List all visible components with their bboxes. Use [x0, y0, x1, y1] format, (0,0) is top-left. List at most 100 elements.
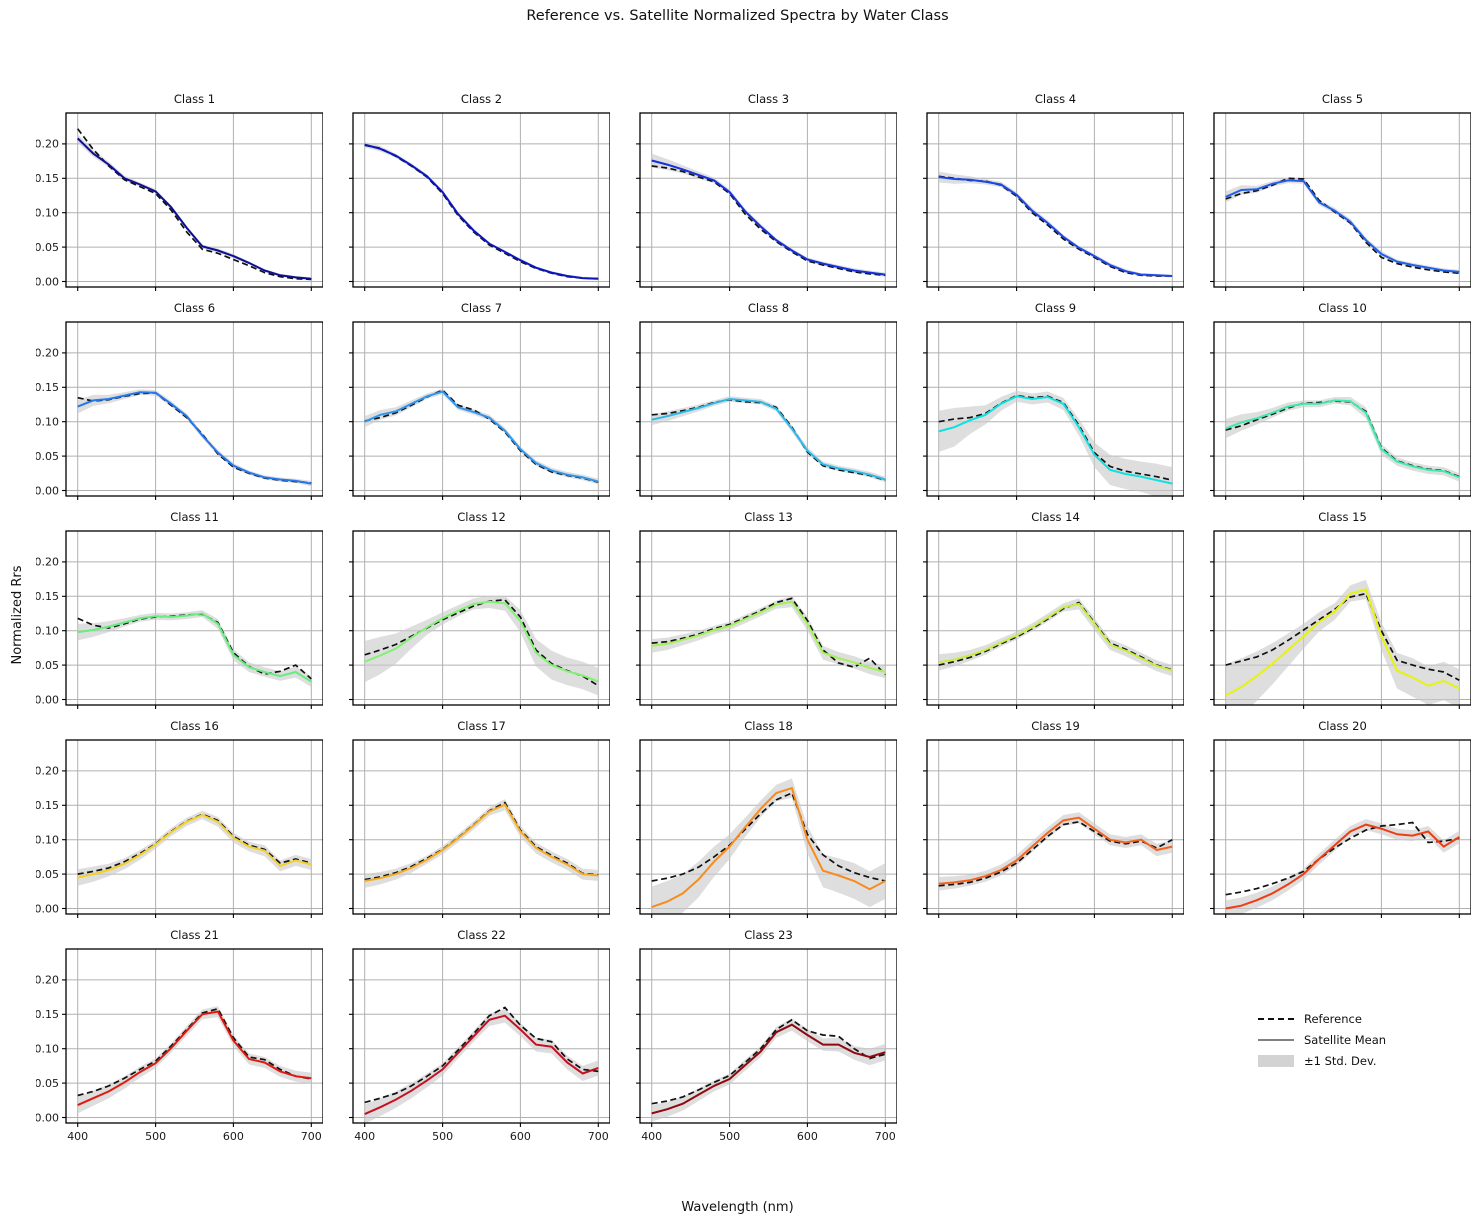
subplot-title: Class 4	[1035, 92, 1076, 106]
class-19-plot: Class 19	[923, 719, 1184, 918]
subplot-class-23: Class 23 400 500 600 700	[610, 920, 897, 1152]
x-tick-label: 400	[641, 1130, 662, 1143]
std-band	[651, 396, 886, 483]
satellite-mean-line	[651, 397, 886, 481]
satellite-mean-line	[938, 816, 1173, 885]
satellite-mean-line	[77, 391, 312, 485]
std-band	[1225, 397, 1460, 482]
grid	[353, 322, 610, 496]
y-axis-label: Normalized Rrs	[10, 565, 25, 665]
x-tick-label: 600	[797, 1130, 818, 1143]
class-20-plot: Class 20	[1210, 719, 1471, 918]
reference-line	[77, 391, 312, 484]
subplot-class-22: Class 22 400 500 600 700	[323, 920, 610, 1152]
class-9-plot: Class 9	[923, 301, 1184, 500]
satellite-mean-line	[77, 813, 312, 879]
subplot-class-18: Class 18	[610, 711, 897, 943]
class-13-plot: Class 13	[636, 510, 897, 709]
grid	[1214, 740, 1471, 914]
axes-frame	[352, 321, 610, 497]
axes-frame	[65, 530, 323, 706]
subplot-title: Class 9	[1035, 301, 1076, 315]
satellite-mean-line	[364, 1014, 599, 1116]
axis-ticks	[636, 561, 886, 709]
x-tick-label: 400	[354, 1130, 375, 1143]
axes-frame	[352, 530, 610, 706]
subplot-class-15: Class 15	[1184, 502, 1471, 734]
grid	[66, 322, 323, 496]
subplot-class-2: Class 2	[323, 84, 610, 316]
axis-ticks	[636, 352, 886, 500]
reference-line	[938, 175, 1173, 277]
y-tick-label: 0.20	[36, 765, 59, 778]
class-14-plot: Class 14	[923, 510, 1184, 709]
y-tick-label: 0.05	[36, 450, 59, 463]
axes-frame	[639, 321, 897, 497]
satellite-mean-line	[651, 786, 886, 909]
x-tick-label: 500	[719, 1130, 740, 1143]
y-tick-label: 0.10	[36, 625, 59, 638]
axes-frame	[1213, 321, 1471, 497]
satellite-mean-line	[1225, 179, 1460, 273]
class-6-plot: Class 6 0.00 0.05 0.10 0.15 0.20	[36, 301, 323, 500]
std-band	[651, 778, 886, 914]
class-7-plot: Class 7	[349, 301, 610, 500]
axis-ticks	[1210, 352, 1460, 500]
axis-ticks	[923, 352, 1173, 500]
axes-frame	[639, 530, 897, 706]
subplot-title: Class 8	[748, 301, 789, 315]
x-axis-label: Wavelength (nm)	[681, 1200, 794, 1215]
reference-line	[1225, 400, 1460, 478]
y-tick-label: 0.20	[36, 347, 59, 360]
legend-item-satellite-mean: Satellite Mean	[1258, 1029, 1448, 1050]
axes-frame	[65, 321, 323, 497]
grid	[640, 531, 897, 705]
axis-ticks	[1210, 561, 1460, 709]
std-band-sample	[1258, 1054, 1294, 1067]
axis-ticks	[923, 561, 1173, 709]
axis-ticks	[62, 143, 312, 291]
axis-ticks	[349, 143, 599, 291]
subplot-class-7: Class 7	[323, 293, 610, 525]
axis-ticks	[636, 143, 886, 291]
y-tick-label: 0.15	[36, 172, 59, 185]
satellite-mean-line	[651, 159, 886, 276]
y-tick-label: 0.15	[36, 1008, 59, 1021]
std-band	[651, 153, 886, 277]
axes-frame	[926, 112, 1184, 288]
subplot-title: Class 5	[1322, 92, 1363, 106]
axes-frame	[639, 948, 897, 1124]
satellite-mean-line	[364, 390, 599, 483]
reference-line	[651, 791, 886, 882]
reference-line	[938, 820, 1173, 887]
subplot-class-12: Class 12	[323, 502, 610, 734]
axes-frame	[1213, 739, 1471, 915]
y-tick-label: 0.00	[36, 902, 59, 915]
std-band	[364, 141, 599, 281]
grid	[66, 531, 323, 705]
axis-ticks	[1210, 143, 1460, 291]
axes-frame	[65, 739, 323, 915]
subplot-class-16: Class 16 0.00 0.05 0.10 0.15 0.20	[36, 711, 323, 943]
subplot-class-10: Class 10	[1184, 293, 1471, 525]
subplot-title: Class 21	[170, 928, 219, 942]
reference-line	[1225, 821, 1460, 896]
class-3-plot: Class 3	[636, 92, 897, 291]
std-band	[77, 134, 312, 281]
reference-line	[1225, 177, 1460, 275]
y-tick-label: 0.20	[36, 556, 59, 569]
subplot-title: Class 17	[457, 719, 506, 733]
y-tick-label: 0.05	[36, 659, 59, 672]
reference-line	[938, 601, 1173, 671]
satellite-mean-line	[364, 803, 599, 882]
x-tick-label: 400	[67, 1130, 88, 1143]
axes-frame	[926, 321, 1184, 497]
axes-frame	[65, 948, 323, 1124]
subplot-class-8: Class 8	[610, 293, 897, 525]
axes-frame	[926, 530, 1184, 706]
class-23-plot: Class 23 400 500 600 700	[636, 928, 897, 1143]
y-tick-label: 0.05	[36, 1077, 59, 1090]
std-band	[77, 1006, 312, 1114]
satellite-mean-line	[1225, 399, 1460, 479]
axes-frame	[1213, 112, 1471, 288]
